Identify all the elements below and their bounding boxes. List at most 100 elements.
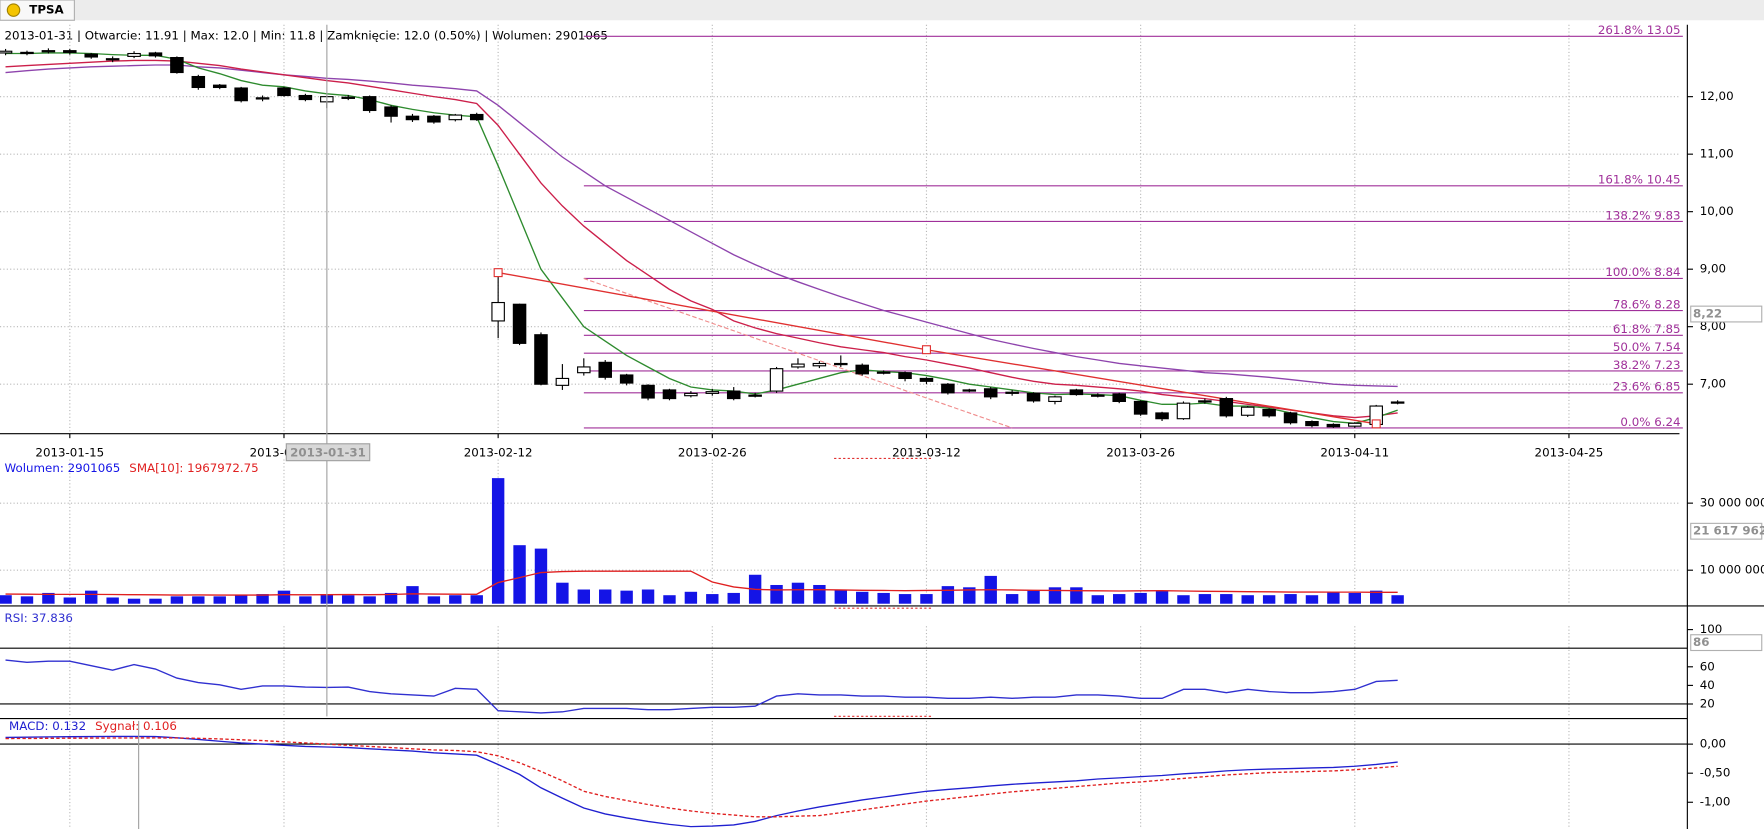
volume-bar: [42, 592, 55, 604]
cursor-label: 21 617 962: [1693, 524, 1764, 538]
fib-diagonal: [583, 277, 1013, 429]
y-tick-label: 40: [1700, 678, 1715, 692]
volume-bar: [0, 595, 12, 604]
candle-body: [341, 96, 355, 99]
volume-bar: [63, 597, 77, 604]
candle-body: [662, 389, 677, 400]
volume-bar: [1391, 595, 1404, 604]
volume-bar: [277, 590, 291, 604]
candle-body: [298, 94, 313, 101]
volume-bar: [192, 596, 205, 604]
candle-body: [41, 50, 56, 53]
volume-bar: [20, 596, 34, 604]
candle-body: [684, 392, 698, 397]
legend-entry: MACD: 0.132: [9, 719, 86, 733]
volume-bar: [1177, 595, 1190, 604]
cursor-box: [1690, 634, 1763, 652]
candle-body: [983, 388, 998, 398]
candle-body: [212, 84, 227, 89]
candle-body: [63, 50, 77, 53]
volume-bar: [556, 582, 569, 604]
volume-bar: [941, 586, 955, 604]
y-tick-label: 11,00: [1700, 147, 1734, 161]
cursor-box: [1690, 522, 1763, 540]
indicator-line: [5, 570, 1398, 596]
volume-bar: [1048, 587, 1062, 604]
y-tick-label: 9,00: [1700, 262, 1726, 276]
candle-body: [1240, 406, 1255, 416]
volume-bar: [1091, 595, 1104, 604]
volume-bar: [1027, 590, 1040, 604]
candle-body: [641, 384, 655, 399]
legend-entry: Wolumen: 2901065: [5, 461, 121, 475]
volume-bar: [663, 595, 676, 604]
tab[interactable]: [0, 0, 75, 21]
fib-label: 38.2% 7.23: [1613, 358, 1681, 372]
volume-bar: [1220, 594, 1233, 604]
volume-bar: [1113, 594, 1126, 604]
fib-label: 161.8% 10.45: [1598, 173, 1681, 187]
candle-body: [812, 362, 827, 367]
candle-body: [491, 301, 505, 322]
candle-body: [1219, 398, 1234, 417]
candle-body: [277, 87, 291, 97]
trend-point: [493, 268, 503, 278]
volume-bar: [363, 596, 376, 604]
volume-bar: [470, 595, 483, 604]
fib-label: 100.0% 8.84: [1605, 265, 1680, 279]
volume-bar: [1155, 590, 1169, 604]
volume-bar: [491, 478, 505, 604]
candle-body: [598, 361, 612, 378]
tab-bar: [0, 0, 1764, 21]
candle-body: [427, 115, 441, 123]
cursor-label: 8,22: [1693, 307, 1722, 321]
candle-body: [577, 366, 591, 374]
candle-body: [898, 372, 912, 380]
volume-bar: [449, 595, 462, 604]
volume-bar: [342, 595, 355, 604]
y-tick-label: -1,00: [1700, 795, 1731, 809]
candle-body: [962, 389, 977, 392]
fib-label: 61.8% 7.85: [1613, 322, 1681, 336]
fib-label: 261.8% 13.05: [1598, 23, 1681, 37]
cursor-box: [1690, 305, 1763, 323]
volume-bar: [213, 596, 226, 604]
candle-body: [105, 58, 120, 61]
legend-entry: SMA[10]: 1967972.75: [129, 461, 258, 475]
indicator-line: [5, 735, 1398, 828]
price-header: 2013-01-31 | Otwarcie: 11.91 | Max: 12.0…: [5, 29, 608, 43]
volume-bar: [1134, 592, 1147, 604]
volume-bar: [1198, 594, 1212, 604]
indicator-line: [5, 659, 1398, 714]
volume-bar: [834, 589, 848, 604]
candle-body: [234, 87, 248, 102]
volume-bar: [299, 596, 312, 604]
volume-bar: [727, 592, 740, 604]
candle-body: [1198, 400, 1212, 403]
candle-body: [534, 334, 548, 385]
volume-bar: [127, 598, 141, 604]
y-tick-label: 12,00: [1700, 89, 1734, 103]
volume-bar: [85, 590, 98, 604]
candle-body: [619, 374, 634, 384]
fib-label: 0.0% 6.24: [1620, 415, 1680, 429]
candle-body: [1348, 422, 1362, 427]
trend-point: [1371, 419, 1381, 429]
x-tick-label: 2013-01-15: [35, 445, 104, 459]
x-tick-label: 2013-03-12: [892, 445, 961, 459]
candle-body: [191, 75, 206, 89]
candle-body: [255, 97, 270, 100]
volume-bar: [170, 596, 184, 604]
volume-bar: [384, 592, 398, 604]
tab-title[interactable]: TPSA: [29, 3, 64, 17]
candle-body: [0, 50, 13, 54]
candle-body: [1155, 412, 1169, 420]
indicator-line: [5, 59, 1398, 419]
y-tick-label: 20: [1700, 696, 1715, 710]
fib-label: 138.2% 9.83: [1605, 208, 1680, 222]
x-tick-label: 2013-02-26: [678, 445, 747, 459]
x-tick-label: 2013-02-12: [464, 445, 533, 459]
volume-bar: [1348, 592, 1361, 604]
volume-bar: [770, 584, 783, 604]
